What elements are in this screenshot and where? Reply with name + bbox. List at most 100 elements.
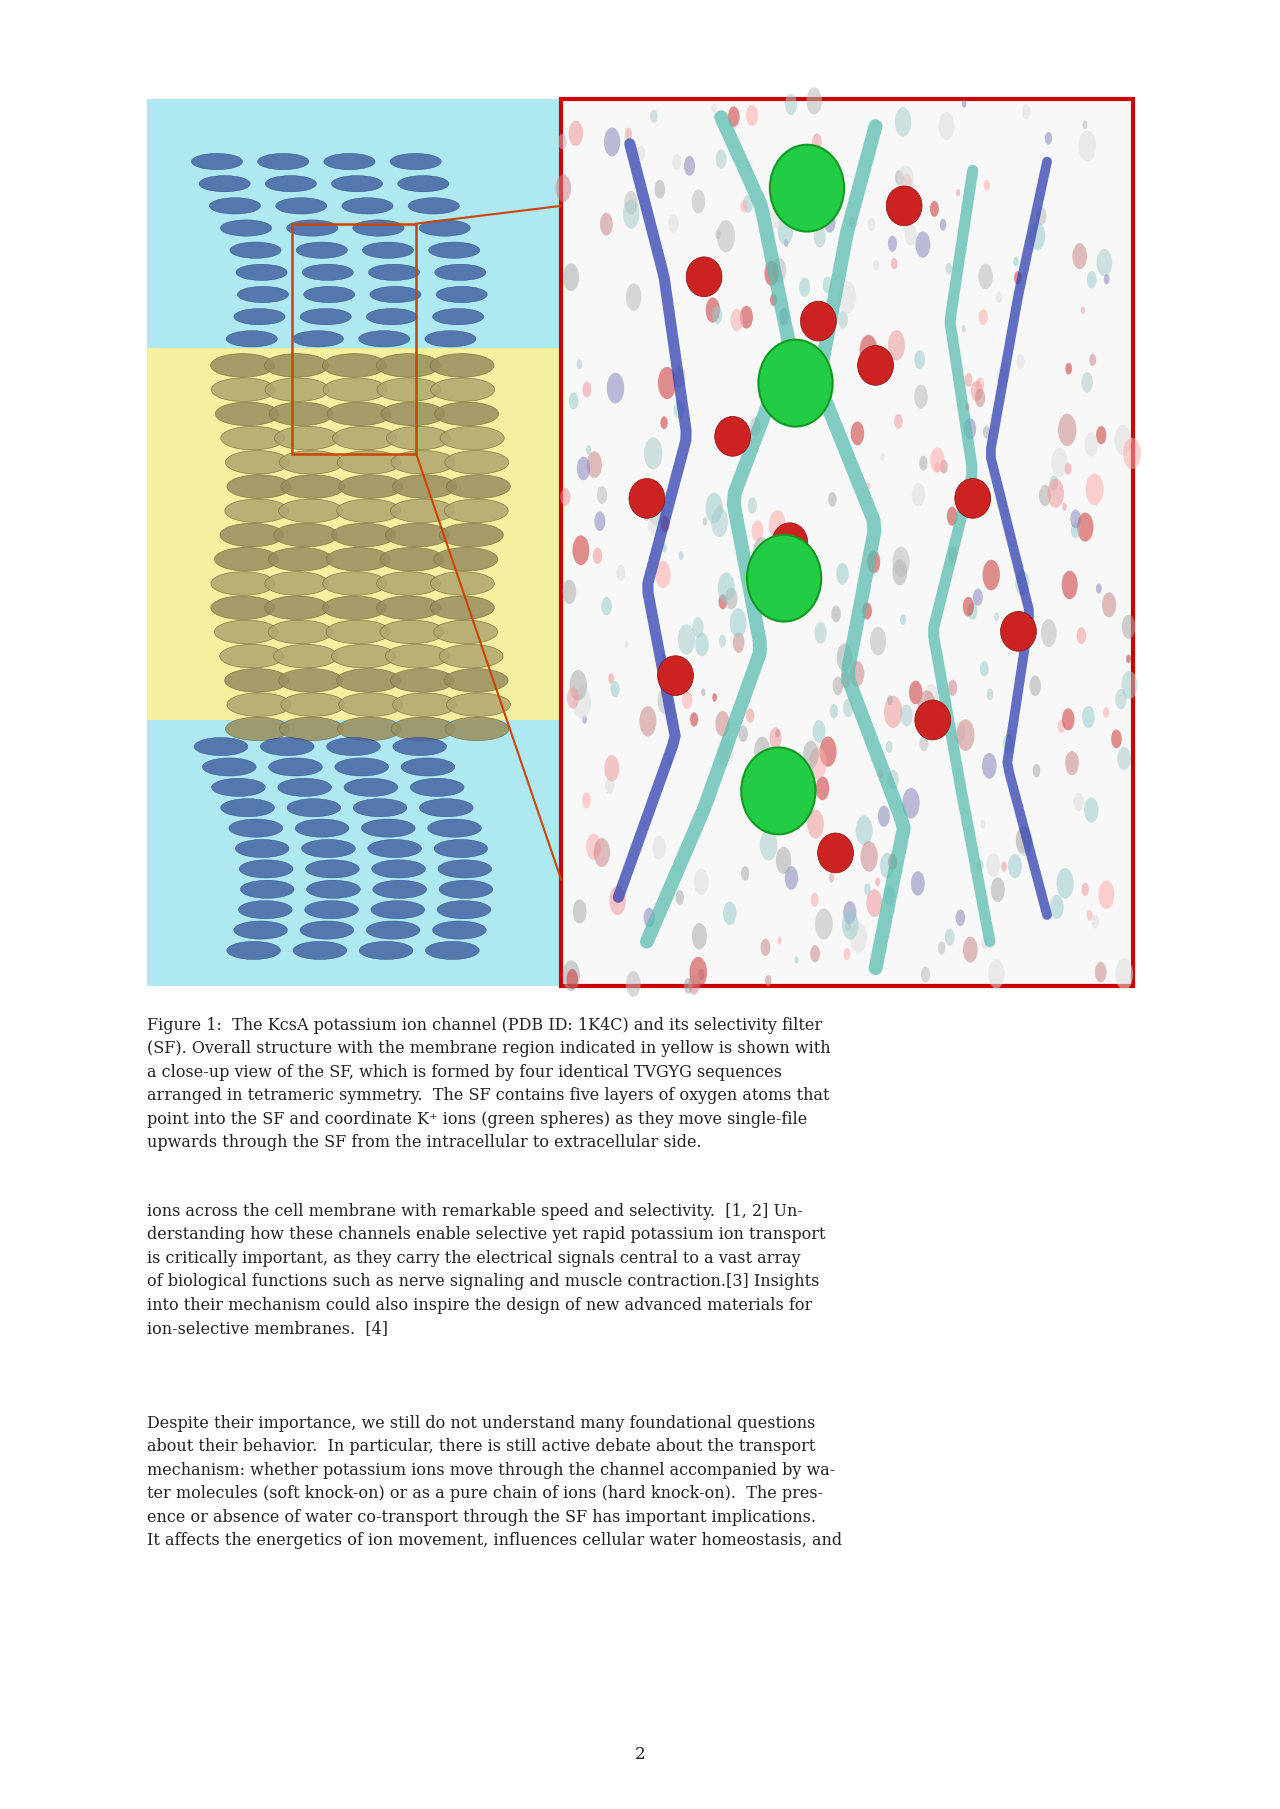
Ellipse shape: [915, 232, 931, 259]
Ellipse shape: [940, 459, 947, 474]
Ellipse shape: [609, 886, 626, 915]
Ellipse shape: [1079, 130, 1096, 161]
Ellipse shape: [586, 445, 591, 454]
Ellipse shape: [220, 800, 274, 818]
Ellipse shape: [227, 693, 291, 716]
Ellipse shape: [274, 523, 338, 546]
Ellipse shape: [332, 523, 396, 546]
Ellipse shape: [785, 867, 799, 890]
Ellipse shape: [393, 738, 447, 756]
Ellipse shape: [948, 680, 957, 696]
Ellipse shape: [961, 99, 966, 109]
Ellipse shape: [733, 633, 745, 653]
Ellipse shape: [1123, 438, 1140, 469]
Ellipse shape: [723, 901, 736, 924]
Ellipse shape: [783, 601, 795, 620]
Ellipse shape: [561, 488, 571, 507]
Ellipse shape: [265, 378, 329, 402]
Ellipse shape: [919, 734, 928, 751]
Ellipse shape: [686, 257, 722, 297]
Ellipse shape: [906, 194, 915, 212]
Ellipse shape: [376, 355, 440, 378]
Ellipse shape: [808, 809, 824, 839]
Ellipse shape: [777, 543, 794, 572]
Ellipse shape: [362, 242, 413, 259]
Ellipse shape: [886, 742, 892, 753]
Ellipse shape: [236, 839, 289, 857]
Ellipse shape: [1029, 675, 1041, 696]
Ellipse shape: [980, 660, 988, 677]
Ellipse shape: [568, 393, 579, 409]
Ellipse shape: [611, 680, 620, 696]
Ellipse shape: [393, 693, 457, 716]
Ellipse shape: [430, 378, 494, 402]
Ellipse shape: [434, 839, 488, 857]
Ellipse shape: [570, 669, 588, 700]
Ellipse shape: [1059, 414, 1076, 447]
Ellipse shape: [265, 595, 329, 619]
Ellipse shape: [337, 716, 401, 740]
Ellipse shape: [900, 615, 906, 626]
Ellipse shape: [260, 738, 314, 756]
Ellipse shape: [883, 885, 895, 904]
Ellipse shape: [740, 201, 748, 213]
Ellipse shape: [919, 456, 928, 470]
Ellipse shape: [678, 552, 684, 561]
Ellipse shape: [296, 242, 347, 259]
Ellipse shape: [358, 331, 410, 347]
Ellipse shape: [856, 816, 873, 845]
Ellipse shape: [332, 644, 396, 668]
Ellipse shape: [799, 277, 810, 297]
Ellipse shape: [269, 402, 333, 425]
Ellipse shape: [948, 546, 957, 563]
Ellipse shape: [639, 706, 657, 736]
Ellipse shape: [648, 517, 658, 535]
Ellipse shape: [771, 204, 785, 228]
Ellipse shape: [392, 716, 456, 740]
Ellipse shape: [608, 673, 614, 684]
Ellipse shape: [991, 877, 1005, 903]
Ellipse shape: [366, 309, 417, 326]
Ellipse shape: [434, 620, 498, 644]
Ellipse shape: [850, 923, 867, 953]
Ellipse shape: [367, 839, 421, 857]
Ellipse shape: [278, 778, 332, 796]
Ellipse shape: [1065, 463, 1071, 474]
Ellipse shape: [810, 944, 820, 962]
Ellipse shape: [225, 669, 289, 693]
Ellipse shape: [863, 602, 872, 619]
Ellipse shape: [1051, 449, 1068, 478]
Ellipse shape: [1102, 592, 1116, 617]
Ellipse shape: [1080, 306, 1085, 315]
Text: Despite their importance, we still do not understand many foundational questions: Despite their importance, we still do no…: [147, 1415, 842, 1549]
Ellipse shape: [1117, 747, 1130, 771]
Ellipse shape: [586, 834, 600, 859]
Ellipse shape: [777, 937, 782, 944]
Ellipse shape: [955, 479, 991, 519]
Ellipse shape: [753, 537, 771, 568]
Ellipse shape: [810, 387, 826, 412]
Ellipse shape: [979, 309, 988, 326]
Ellipse shape: [626, 298, 631, 308]
Ellipse shape: [227, 474, 291, 497]
Ellipse shape: [428, 819, 481, 838]
Ellipse shape: [828, 159, 841, 181]
Ellipse shape: [1115, 959, 1133, 990]
Ellipse shape: [1083, 121, 1088, 128]
Ellipse shape: [225, 716, 289, 740]
Ellipse shape: [436, 286, 488, 302]
Ellipse shape: [841, 671, 850, 687]
Ellipse shape: [718, 738, 733, 765]
Ellipse shape: [567, 687, 579, 709]
Ellipse shape: [573, 899, 586, 924]
Ellipse shape: [1076, 512, 1093, 541]
Ellipse shape: [716, 150, 727, 168]
Ellipse shape: [344, 778, 398, 796]
Ellipse shape: [660, 516, 669, 532]
Ellipse shape: [604, 754, 620, 781]
Ellipse shape: [300, 309, 351, 326]
Ellipse shape: [956, 188, 960, 197]
Ellipse shape: [586, 450, 602, 478]
Ellipse shape: [905, 224, 916, 246]
Ellipse shape: [836, 563, 849, 584]
